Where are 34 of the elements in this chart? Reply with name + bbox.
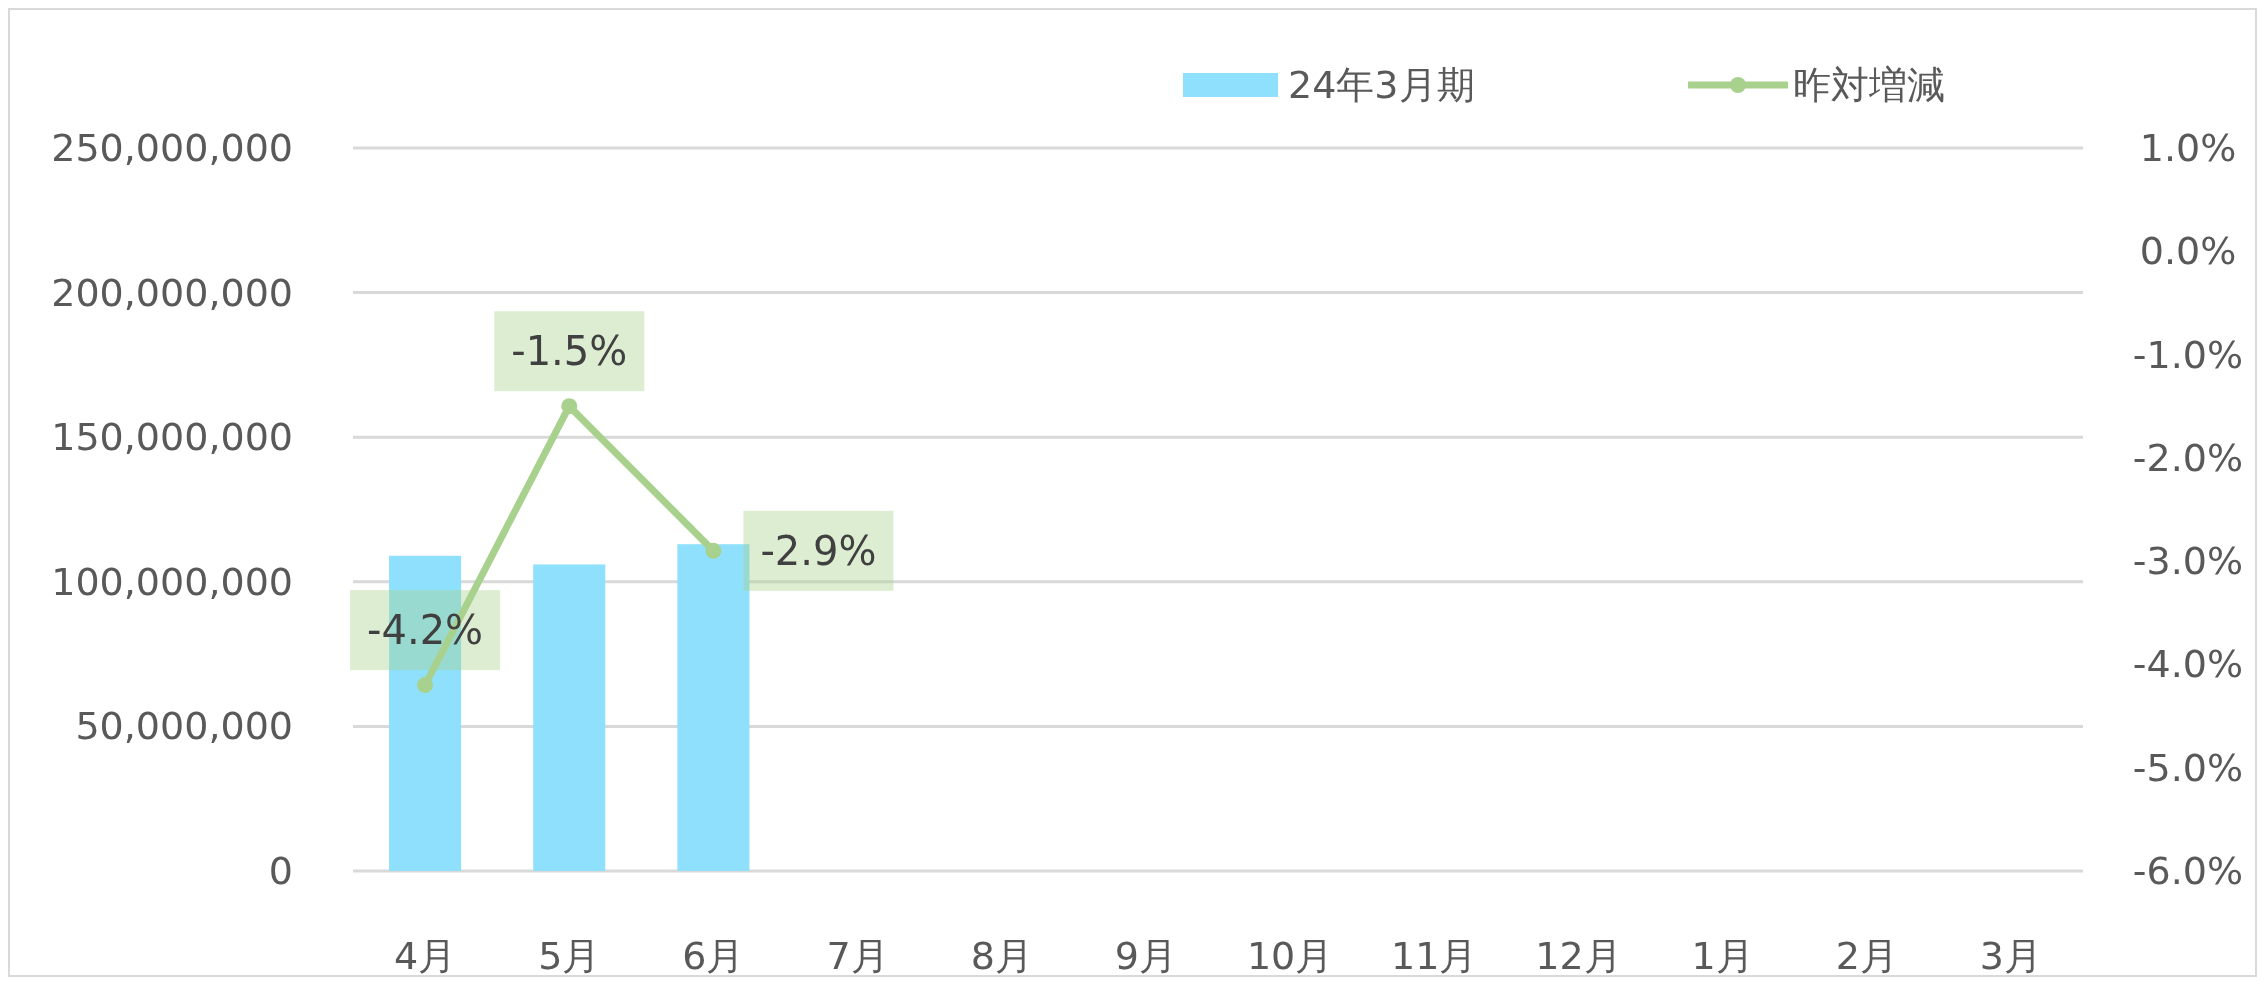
data-label: -2.9%: [760, 527, 877, 574]
y2-tick-label: -3.0%: [2132, 539, 2244, 584]
x-tick-label: 12月: [1535, 934, 1622, 978]
data-label: -4.2%: [367, 607, 484, 654]
y2-tick-label: -6.0%: [2132, 849, 2244, 893]
x-tick-label: 5月: [538, 934, 601, 978]
x-tick-label: 7月: [826, 934, 889, 978]
y-tick-label: 100,000,000: [51, 559, 293, 604]
y2-tick-label: -5.0%: [2132, 745, 2244, 790]
x-tick-label: 1月: [1691, 934, 1754, 978]
x-tick-label: 2月: [1835, 934, 1898, 978]
data-label: -1.5%: [511, 328, 628, 375]
y-tick-label: 200,000,000: [51, 270, 293, 315]
y-tick-label: 150,000,000: [51, 415, 293, 460]
y2-tick-label: -2.0%: [2132, 435, 2244, 480]
x-tick-label: 8月: [970, 934, 1033, 978]
point: [561, 398, 578, 415]
y-tick-label: 0: [268, 849, 293, 893]
x-tick-label: 6月: [682, 934, 745, 978]
x-tick-label: 11月: [1391, 934, 1478, 978]
x-tick-label: 10月: [1246, 934, 1334, 978]
y-tick-label: 50,000,000: [75, 704, 293, 749]
point: [417, 677, 434, 694]
y2-tick-label: 1.0%: [2139, 126, 2237, 170]
y2-tick-label: -4.0%: [2132, 642, 2244, 687]
x-tick-label: 4月: [393, 934, 457, 978]
y2-tick-label: 0.0%: [2139, 229, 2237, 274]
y2-tick-label: -1.0%: [2132, 332, 2244, 377]
legend-label: 昨対増減: [1793, 63, 1945, 107]
x-tick-label: 3月: [1979, 934, 2043, 978]
y-tick-label: 250,000,000: [51, 126, 293, 170]
point: [705, 542, 722, 559]
legend-label: 24年3月期: [1288, 63, 1475, 107]
x-tick-label: 9月: [1114, 934, 1178, 978]
